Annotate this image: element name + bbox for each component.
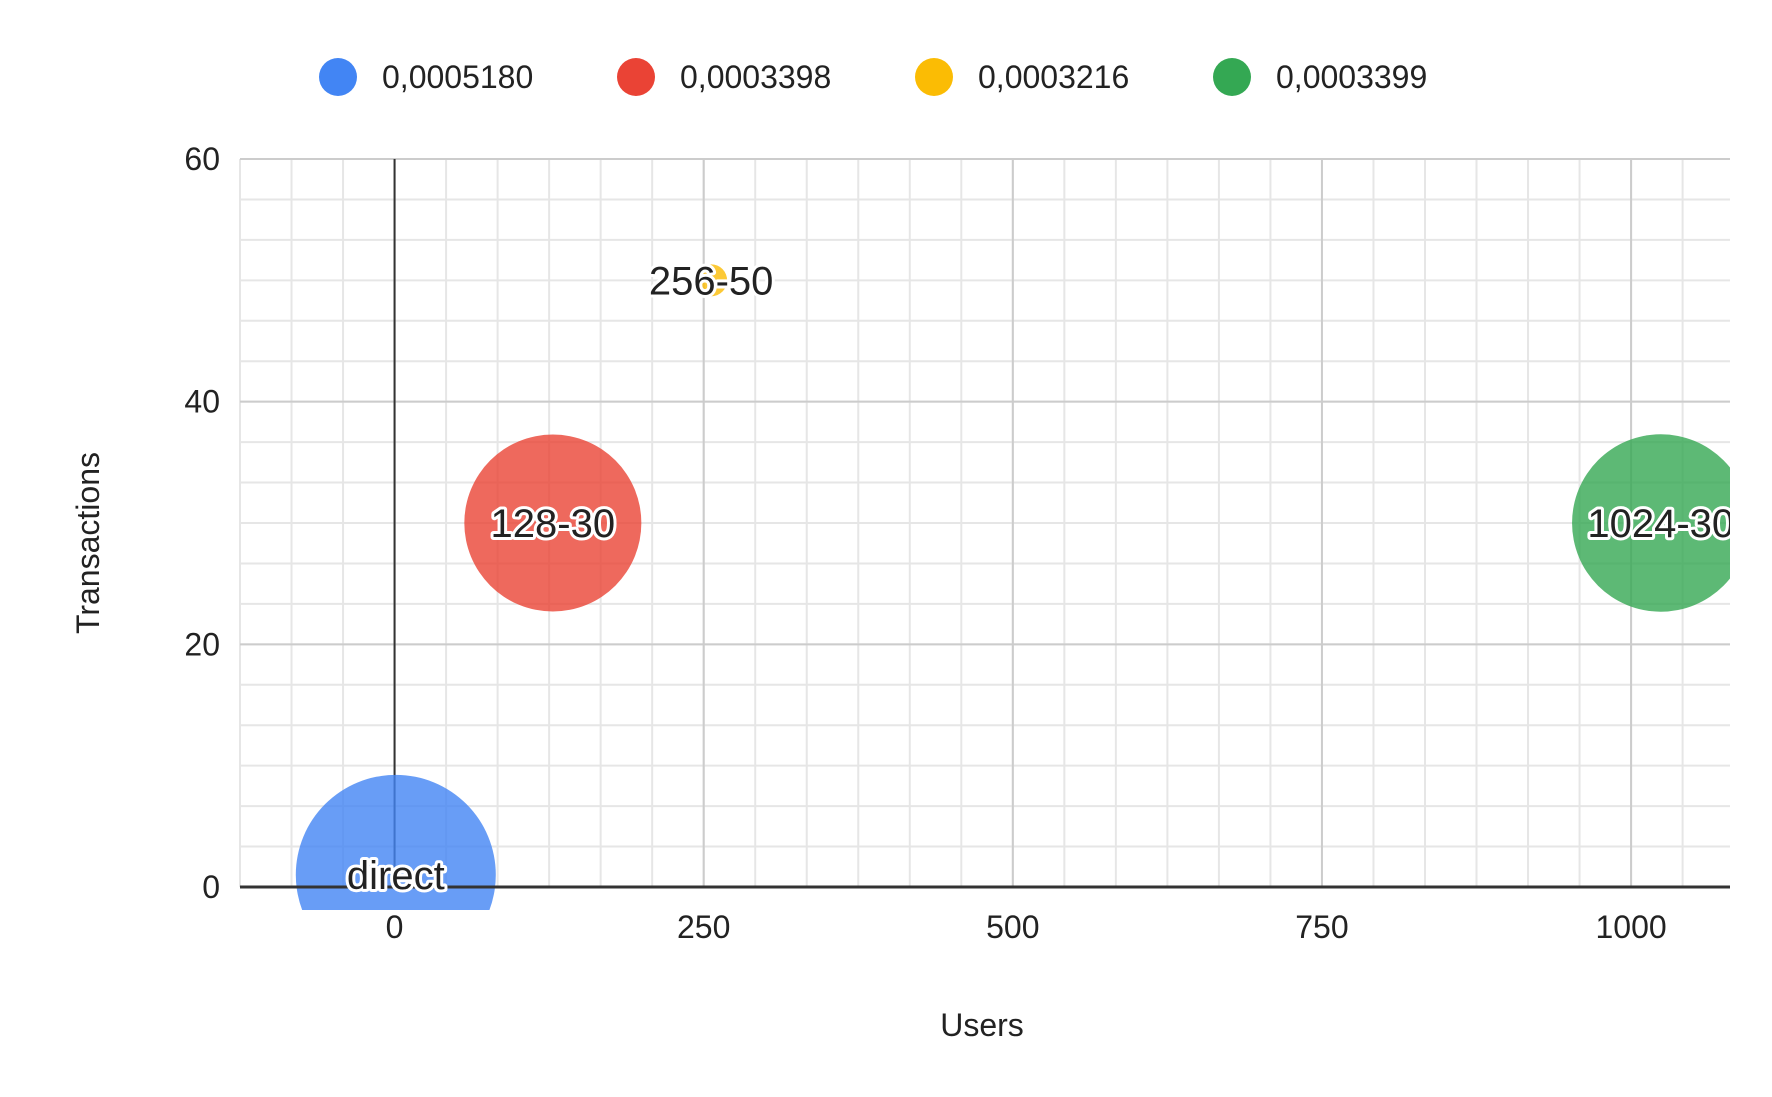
bubble-3	[1572, 434, 1730, 612]
x-tick-labels: 0 250 500 750 1000	[386, 909, 1667, 945]
bubbles	[295, 264, 1730, 910]
y-tick-label: 20	[184, 626, 220, 662]
bubble-labels: direct 128-30 256-50 1024-30	[344, 256, 1734, 901]
bubble-label-3: 1024-30	[1587, 502, 1734, 546]
bubble-2	[695, 264, 728, 297]
legend-marker-3	[1213, 58, 1251, 96]
bubble-1	[464, 434, 642, 612]
x-tick-label: 250	[677, 909, 730, 945]
legend-label-2: 0,0003216	[978, 59, 1129, 95]
x-tick-label: 750	[1295, 909, 1348, 945]
legend-marker-0	[319, 58, 357, 96]
legend-label-3: 0,0003399	[1276, 59, 1427, 95]
bubble-label-2: 256-50	[649, 259, 774, 303]
legend-label-0: 0,0005180	[382, 59, 533, 95]
y-tick-labels: 0 20 40 60	[184, 141, 220, 905]
y-axis-title: Transactions	[70, 452, 106, 634]
x-tick-label: 500	[986, 909, 1039, 945]
minor-gridlines	[239, 158, 1730, 888]
x-tick-label: 1000	[1595, 909, 1666, 945]
x-axis-title: Users	[940, 1007, 1024, 1043]
bubble-0	[295, 774, 496, 910]
legend-marker-2	[915, 58, 953, 96]
y-tick-label: 0	[202, 869, 220, 905]
y-tick-label: 60	[184, 141, 220, 177]
x-tick-label: 0	[386, 909, 404, 945]
legend: 0,0005180 0,0003398 0,0003216 0,0003399	[319, 58, 1427, 96]
bubble-label-0: direct	[347, 854, 445, 898]
bubble-label-1: 128-30	[491, 502, 616, 546]
legend-label-1: 0,0003398	[680, 59, 831, 95]
legend-marker-1	[617, 58, 655, 96]
y-tick-label: 40	[184, 384, 220, 420]
